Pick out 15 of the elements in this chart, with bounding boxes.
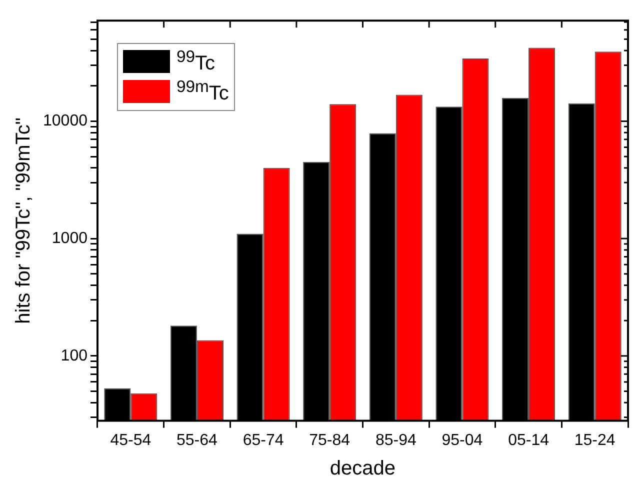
- y-tick-label: 10000: [42, 112, 88, 130]
- legend-label: $^{99}$Tc: [176, 47, 216, 76]
- x-tick-label: 05-14: [508, 432, 550, 449]
- x-tick-label: 15-24: [574, 432, 616, 449]
- y-tick-label: 100: [60, 347, 88, 364]
- x-tick-label: 65-74: [242, 432, 284, 449]
- x-tick-label: 75-84: [309, 432, 350, 449]
- x-tick-label: 85-94: [375, 432, 416, 449]
- x-tick-label: 55-64: [176, 432, 218, 449]
- x-tick-label: 95-04: [442, 432, 483, 449]
- y-tick-label: 1000: [52, 230, 88, 247]
- x-tick-label: 45-54: [110, 432, 152, 449]
- legend-label: $^{99m}$Tc: [176, 77, 229, 106]
- y-axis-title: hits for "99Tc", "99mTc": [12, 118, 35, 324]
- x-axis-title: decade: [330, 458, 396, 480]
